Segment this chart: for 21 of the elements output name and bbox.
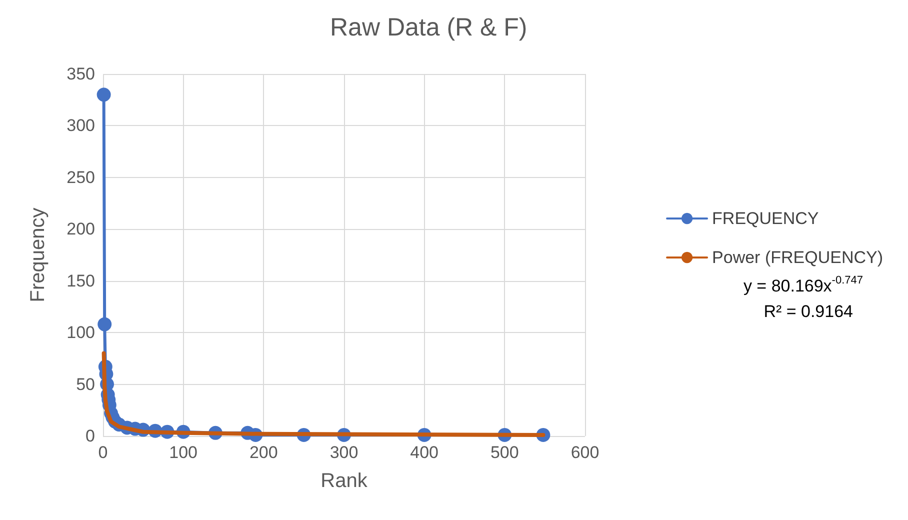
x-tick-label: 500: [490, 443, 519, 462]
text: R² = 0.9164: [764, 302, 854, 321]
x-tick-label: 0: [98, 443, 108, 462]
y-tick-label: 50: [76, 374, 95, 394]
legend-label: Power (FREQUENCY): [712, 248, 884, 267]
legend-label: FREQUENCY: [712, 209, 819, 228]
y-tick-label: 200: [66, 220, 95, 239]
y-tick-label: 250: [66, 168, 95, 187]
x-tick-label: 400: [410, 443, 439, 462]
x-tick-label: 100: [169, 443, 198, 462]
x-tick-label: 200: [249, 443, 278, 462]
chart-title: Raw Data (R & F): [330, 14, 528, 42]
x-tick-label: 600: [570, 443, 600, 462]
y-tick-label: 150: [66, 271, 95, 290]
y-tick-label: 100: [66, 323, 95, 342]
x-axis-title: Rank: [320, 470, 368, 492]
y-axis-title: Frequency: [27, 208, 49, 302]
y-tick-label: 300: [66, 116, 95, 136]
x-tick-label: 300: [330, 443, 358, 462]
y-tick-label: 0: [86, 426, 95, 446]
y-tick-label: 350: [66, 64, 95, 84]
